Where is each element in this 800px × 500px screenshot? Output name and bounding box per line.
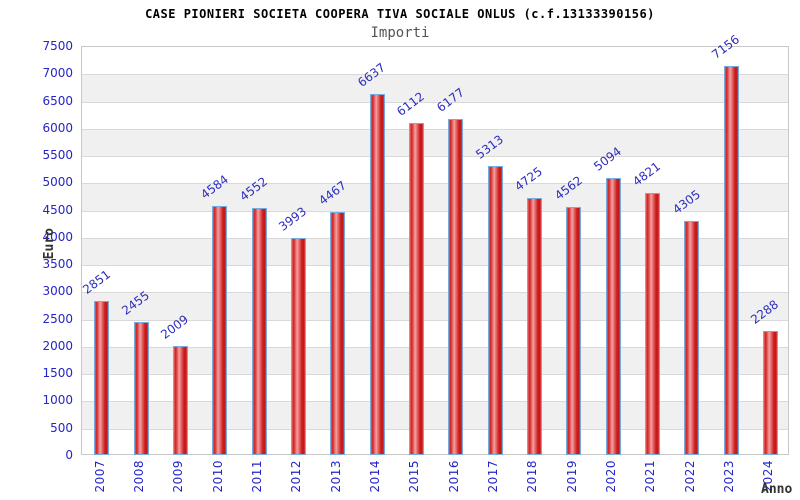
y-tick-label: 1000 (42, 393, 73, 408)
plot-area (81, 46, 789, 455)
bar-2019 (566, 207, 582, 455)
y-tick-label: 2500 (42, 311, 73, 326)
bar-2021 (644, 193, 660, 455)
y-tick-label: 6500 (42, 93, 73, 108)
bar-2007 (94, 301, 110, 455)
gridline (82, 346, 788, 348)
x-tick-label-2018: 2018 (525, 460, 540, 493)
y-tick-label: 5000 (42, 175, 73, 190)
bar-2016 (448, 119, 464, 455)
bar-2018 (526, 198, 542, 455)
x-tick-label-2013: 2013 (328, 460, 343, 493)
y-tick-label: 4000 (42, 229, 73, 244)
chart-subtitle: Importi (370, 25, 430, 41)
bar-2023 (723, 66, 739, 455)
x-tick-label-2010: 2010 (210, 460, 225, 493)
bar-2020 (605, 178, 621, 455)
x-tick-label-2022: 2022 (682, 460, 697, 493)
bar-2015 (408, 123, 424, 455)
y-tick-label: 4500 (42, 202, 73, 217)
background-band (82, 346, 788, 375)
background-band (82, 237, 788, 266)
x-tick-label-2011: 2011 (250, 460, 264, 493)
bar-2010 (212, 206, 228, 455)
bar-2024 (762, 331, 778, 455)
gridline (82, 74, 788, 76)
y-tick-label: 0 (65, 448, 73, 462)
x-tick-label-2007: 2007 (92, 460, 107, 493)
x-tick-label-2009: 2009 (171, 460, 186, 493)
bar-2009 (172, 346, 188, 455)
bar-2013 (330, 212, 346, 455)
gridline (82, 319, 788, 321)
gridline (82, 101, 788, 103)
gridline (82, 183, 788, 185)
gridline (82, 156, 788, 158)
bar-2012 (290, 238, 306, 455)
gridline (82, 401, 788, 403)
x-tick-label-2019: 2019 (564, 460, 579, 493)
bar-2022 (684, 221, 700, 455)
x-tick-label-2023: 2023 (722, 460, 736, 493)
x-tick-label-2020: 2020 (604, 460, 618, 493)
y-tick-label: 7500 (42, 39, 73, 53)
gridline (82, 237, 788, 239)
x-tick-label-2017: 2017 (486, 460, 500, 493)
bar-2017 (487, 166, 503, 455)
gridline (82, 128, 788, 130)
y-tick-label: 3000 (42, 284, 73, 299)
chart-title: CASE PIONIERI SOCIETA COOPERA TIVA SOCIA… (145, 7, 655, 21)
gridline (82, 265, 788, 267)
x-tick-label-2014: 2014 (368, 460, 382, 493)
bar-2014 (369, 94, 385, 455)
gridline (82, 428, 788, 430)
x-tick-label-2012: 2012 (289, 460, 304, 493)
x-tick-label-2016: 2016 (446, 460, 461, 493)
bar-2011 (251, 208, 267, 455)
x-tick-label-2008: 2008 (132, 460, 146, 493)
gridline (82, 210, 788, 212)
y-axis-title: Euro (42, 228, 57, 260)
y-tick-label: 3500 (42, 257, 73, 272)
y-tick-label: 1500 (42, 366, 73, 381)
y-tick-label: 6000 (42, 120, 73, 135)
y-tick-label: 5500 (42, 148, 73, 163)
x-tick-label-2015: 2015 (407, 460, 422, 493)
background-band (82, 401, 788, 429)
x-axis-title: Anno (761, 482, 793, 497)
gridline (82, 292, 788, 294)
background-band (82, 128, 788, 157)
y-tick-label: 500 (50, 420, 73, 435)
bar-2008 (133, 322, 149, 455)
y-tick-label: 7000 (42, 66, 73, 81)
background-band (82, 292, 788, 320)
gridline (82, 374, 788, 376)
background-band (82, 74, 788, 102)
background-band (82, 183, 788, 211)
y-tick-label: 2000 (42, 338, 73, 353)
x-tick-label-2021: 2021 (643, 460, 658, 493)
